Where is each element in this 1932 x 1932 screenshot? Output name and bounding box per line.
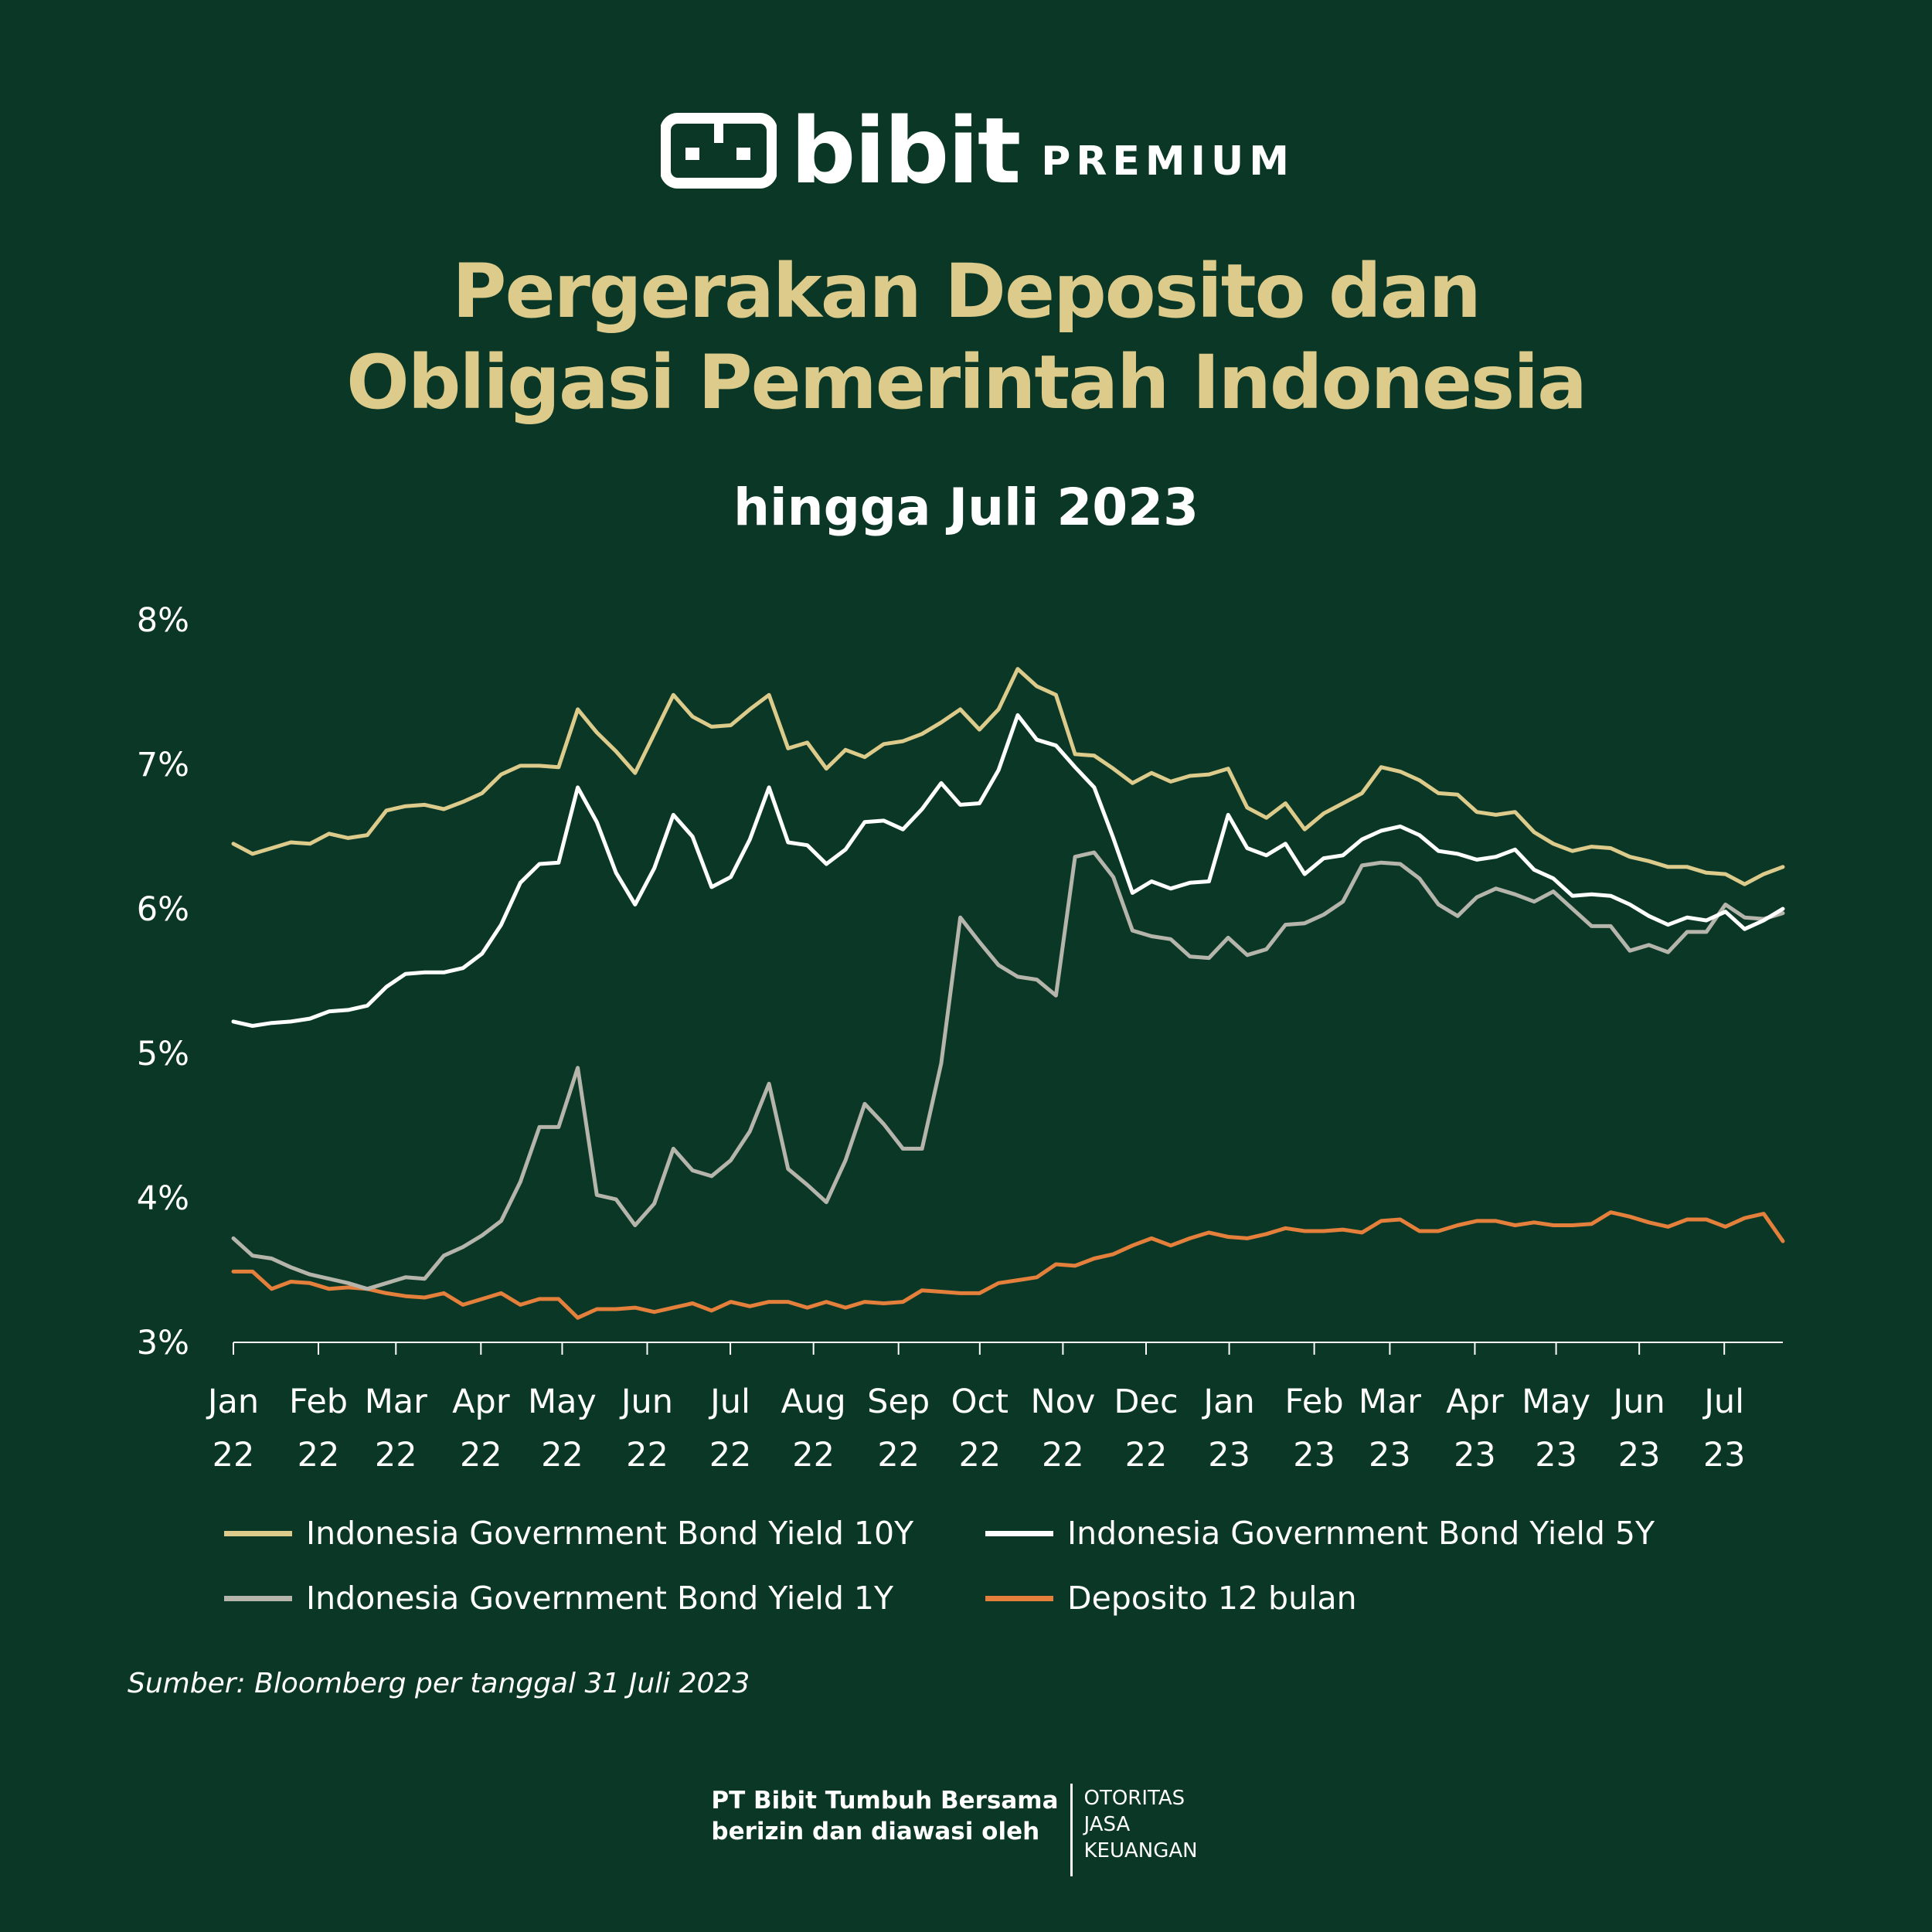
- legend-swatch-1y: [224, 1595, 292, 1601]
- legend-swatch-5y: [985, 1530, 1053, 1536]
- ojk-line3: KEUANGAN: [1083, 1839, 1198, 1862]
- brand-tier: PREMIUM: [1041, 138, 1294, 185]
- x-tick-label-year: 22: [877, 1436, 920, 1475]
- footer-company: PT Bibit Tumbuh Bersama berizin dan diaw…: [711, 1785, 1070, 1876]
- y-tick-label: 3%: [137, 1324, 189, 1362]
- x-tick-label-year: 22: [298, 1436, 340, 1475]
- x-tick-label-year: 22: [626, 1436, 668, 1475]
- y-tick-label: 5%: [137, 1035, 189, 1073]
- brand-name: bibit: [791, 97, 1021, 204]
- y-tick-label: 8%: [137, 601, 189, 640]
- x-tick-label-month: Dec: [1114, 1383, 1178, 1421]
- series-line-1y: [231, 850, 1785, 1291]
- bibit-logo-icon: [661, 113, 777, 189]
- x-tick-label-month: Mar: [1359, 1383, 1421, 1421]
- x-tick-label-year: 22: [375, 1436, 417, 1475]
- ojk-line1: OTORITAS: [1083, 1787, 1185, 1810]
- x-tick-label-month: Feb: [289, 1383, 348, 1421]
- brand-header: bibit PREMIUM: [661, 97, 1294, 204]
- x-tick-label-year: 23: [1208, 1436, 1250, 1475]
- x-tick-label-year: 22: [1042, 1436, 1084, 1475]
- x-tick-label-year: 23: [1703, 1436, 1746, 1475]
- x-tick-label-month: Nov: [1030, 1383, 1095, 1421]
- x-tick-label-year: 22: [958, 1436, 1001, 1475]
- y-tick-label: 7%: [137, 746, 189, 784]
- legend-swatch-10y: [224, 1530, 292, 1536]
- x-tick-label-month: Jul: [1702, 1383, 1744, 1421]
- x-tick-label-month: Jan: [1201, 1383, 1254, 1421]
- x-tick-label-month: Oct: [951, 1383, 1009, 1421]
- x-axis: Jan 22 Feb 22 Mar 22 Apr 22 May 22 Jun 22 Jul 22 Aug 22…: [206, 1342, 1783, 1475]
- x-tick-label-month: May: [1522, 1383, 1590, 1421]
- x-tick-label-year: 22: [709, 1436, 752, 1475]
- x-tick-label-month: Apr: [452, 1383, 510, 1421]
- legend-item-deposito: Deposito 12 bulan: [985, 1580, 1357, 1617]
- x-tick-label-year: 23: [1618, 1436, 1661, 1475]
- y-tick-label: 4%: [137, 1179, 189, 1218]
- x-tick-label-month: Jan: [206, 1383, 259, 1421]
- x-tick-label-year: 22: [460, 1436, 502, 1475]
- x-tick-label-month: Mar: [365, 1383, 427, 1421]
- legend-item-10y: Indonesia Government Bond Yield 10Y: [224, 1515, 913, 1552]
- x-tick-label-month: Jun: [619, 1383, 673, 1421]
- legend-label-5y: Indonesia Government Bond Yield 5Y: [1067, 1515, 1655, 1552]
- footer-company-line1: PT Bibit Tumbuh Bersama: [711, 1787, 1059, 1815]
- legend-label-1y: Indonesia Government Bond Yield 1Y: [306, 1580, 894, 1617]
- x-tick-label-year: 23: [1454, 1436, 1496, 1475]
- series-line-10y: [231, 667, 1785, 886]
- series-line-5y: [231, 713, 1785, 1028]
- legend-item-5y: Indonesia Government Bond Yield 5Y: [985, 1515, 1655, 1552]
- series-line-deposito: [231, 1210, 1785, 1320]
- ojk-line2: JASA: [1083, 1813, 1131, 1836]
- x-tick-label-year: 22: [213, 1436, 255, 1475]
- footer: PT Bibit Tumbuh Bersama berizin dan diaw…: [0, 1784, 1932, 1876]
- source-note: Sumber: Bloomberg per tanggal 31 Juli 20…: [128, 1668, 750, 1699]
- x-tick-label-year: 23: [1293, 1436, 1335, 1475]
- title-line-2: Obligasi Pemerintah Indonesia: [346, 339, 1587, 426]
- legend-swatch-deposito: [985, 1595, 1053, 1601]
- legend-label-10y: Indonesia Government Bond Yield 10Y: [306, 1515, 914, 1552]
- x-tick-label-month: Sep: [867, 1383, 930, 1421]
- x-tick-label-month: Jul: [708, 1383, 750, 1421]
- x-tick-label-year: 22: [541, 1436, 583, 1475]
- footer-company-line2: berizin dan diawasi oleh: [711, 1818, 1040, 1845]
- x-tick-label-year: 22: [792, 1436, 835, 1475]
- x-tick-label-year: 23: [1535, 1436, 1577, 1475]
- legend-item-1y: Indonesia Government Bond Yield 1Y: [224, 1580, 893, 1617]
- x-tick-label-month: May: [528, 1383, 597, 1421]
- ojk-logo-text: OTORITAS JASA KEUANGAN: [1073, 1785, 1197, 1876]
- series-lines: [231, 667, 1785, 1320]
- x-tick-label-year: 23: [1369, 1436, 1411, 1475]
- legend-label-deposito: Deposito 12 bulan: [1067, 1580, 1357, 1617]
- x-tick-label-month: Apr: [1446, 1383, 1504, 1421]
- title-line-1: Pergerakan Deposito dan: [452, 248, 1481, 335]
- x-tick-label-month: Feb: [1285, 1383, 1344, 1421]
- footer-divider: [1070, 1784, 1073, 1876]
- x-tick-label-month: Aug: [781, 1383, 846, 1421]
- page-title: Pergerakan Deposito dan Obligasi Pemerin…: [0, 246, 1932, 428]
- y-axis-ticks: 3% 4% 5% 6% 7% 8%: [137, 601, 189, 1362]
- x-tick-label-month: Jun: [1611, 1383, 1665, 1421]
- page-subtitle: hingga Juli 2023: [733, 478, 1199, 537]
- x-tick-label-year: 22: [1125, 1436, 1168, 1475]
- y-tick-label: 6%: [137, 890, 189, 929]
